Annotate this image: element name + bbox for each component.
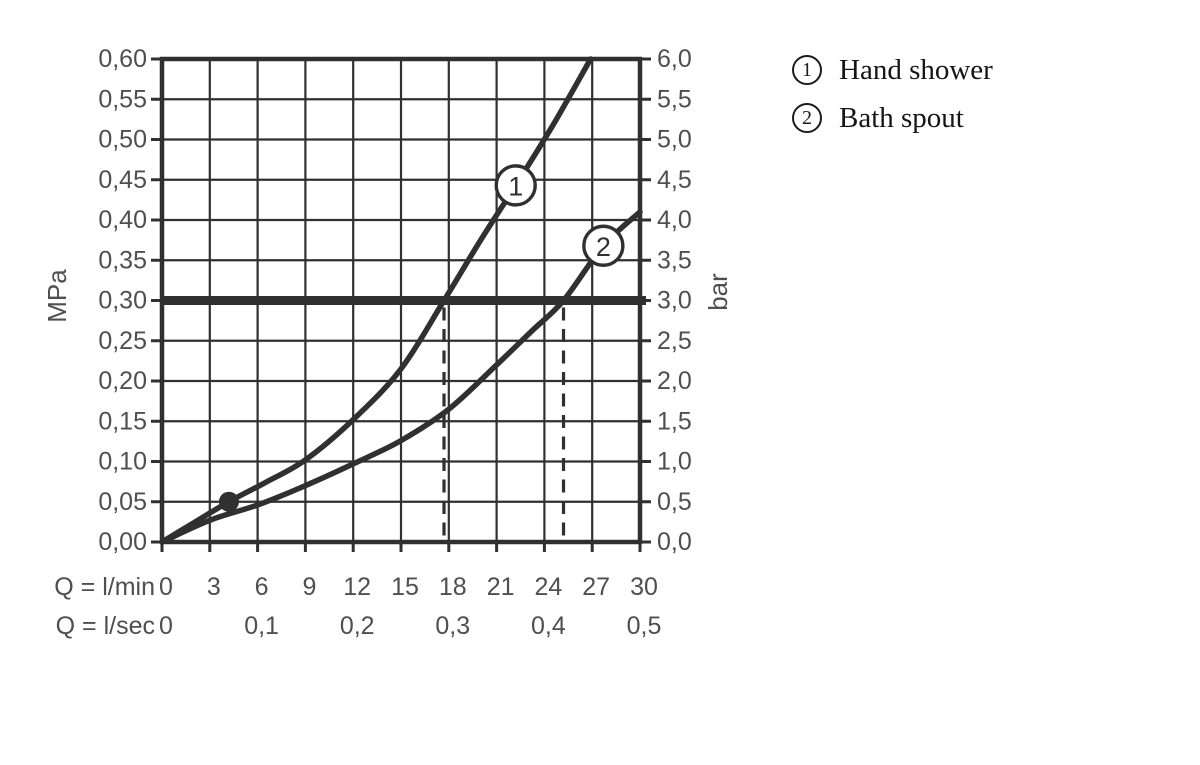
x-tick-label-lmin: 6: [255, 573, 269, 601]
y-right-tick-label: 0,0: [657, 528, 692, 556]
x-tick-label-lsec: 0,3: [435, 612, 470, 640]
x-tick-label-lsec: 0,4: [531, 612, 566, 640]
x-tick-label-lmin: 12: [343, 573, 371, 601]
curve-marker-circle-2: [582, 224, 625, 267]
y-left-tick-label: 0,00: [98, 528, 147, 556]
y-right-tick-label: 4,0: [657, 206, 692, 234]
x-tick-label-lmin: 3: [207, 573, 221, 601]
curve-marker-number-1: 1: [508, 171, 523, 201]
curve-bath-spout: [159, 209, 643, 545]
curve-marker-number-2: 2: [596, 232, 611, 262]
y-right-axis-unit: bar: [703, 273, 733, 311]
y-left-axis-unit: MPa: [42, 269, 72, 323]
x-tick-label-lsec: 0,5: [627, 612, 662, 640]
x-tick-label-lmin: 15: [391, 573, 419, 601]
legend-label-hand-shower: Hand shower: [839, 53, 993, 86]
y-left-tick-label: 0,25: [98, 327, 147, 355]
x-tick-label-lsec: 0,1: [244, 612, 279, 640]
y-right-tick-label: 1,0: [657, 448, 692, 476]
flow-point-marker: [218, 491, 239, 512]
curve-marker-circle-1: [494, 164, 537, 207]
y-right-tick-label: 5,0: [657, 126, 692, 154]
x-tick-label-lsec: 0,2: [340, 612, 375, 640]
y-left-tick-label: 0,55: [98, 85, 147, 113]
y-left-tick-label: 0,60: [98, 45, 147, 73]
circled-1-icon: 1: [792, 55, 822, 85]
y-right-tick-label: 3,5: [657, 246, 692, 274]
y-left-tick-label: 0,20: [98, 367, 147, 395]
y-right-tick-label: 0,5: [657, 488, 692, 516]
y-right-tick-label: 5,5: [657, 85, 692, 113]
x-tick-label-lmin: 27: [582, 573, 610, 601]
y-right-tick-label: 1,5: [657, 407, 692, 435]
circled-2-icon: 2: [792, 103, 822, 133]
y-left-tick-label: 0,35: [98, 246, 147, 274]
y-left-tick-label: 0,05: [98, 488, 147, 516]
y-left-tick-label: 0,45: [98, 166, 147, 194]
x-tick-label-lmin: 21: [487, 573, 515, 601]
y-left-tick-label: 0,10: [98, 448, 147, 476]
y-right-tick-label: 4,5: [657, 166, 692, 194]
x-tick-label-lmin: 24: [534, 573, 562, 601]
x-tick-label-lmin: 0: [159, 573, 173, 601]
x-axis-unit-lmin: Q = l/min: [54, 573, 155, 601]
y-left-tick-label: 0,15: [98, 407, 147, 435]
y-left-tick-label: 0,40: [98, 206, 147, 234]
legend-item-hand-shower: 1 Hand shower: [792, 54, 993, 86]
legend: 1 Hand shower 2 Bath spout: [792, 54, 993, 150]
y-right-tick-label: 3,0: [657, 287, 692, 315]
x-tick-label-lmin: 18: [439, 573, 467, 601]
y-left-tick-label: 0,30: [98, 287, 147, 315]
x-tick-label-lsec: 0: [159, 612, 173, 640]
y-right-tick-label: 2,0: [657, 367, 692, 395]
x-tick-label-lmin: 9: [302, 573, 316, 601]
x-axis-unit-lsec: Q = l/sec: [56, 612, 155, 640]
y-left-tick-label: 0,50: [98, 126, 147, 154]
y-right-tick-label: 2,5: [657, 327, 692, 355]
y-right-tick-label: 6,0: [657, 45, 692, 73]
legend-label-bath-spout: Bath spout: [839, 101, 964, 134]
legend-item-bath-spout: 2 Bath spout: [792, 102, 993, 134]
x-tick-label-lmin: 30: [630, 573, 658, 601]
